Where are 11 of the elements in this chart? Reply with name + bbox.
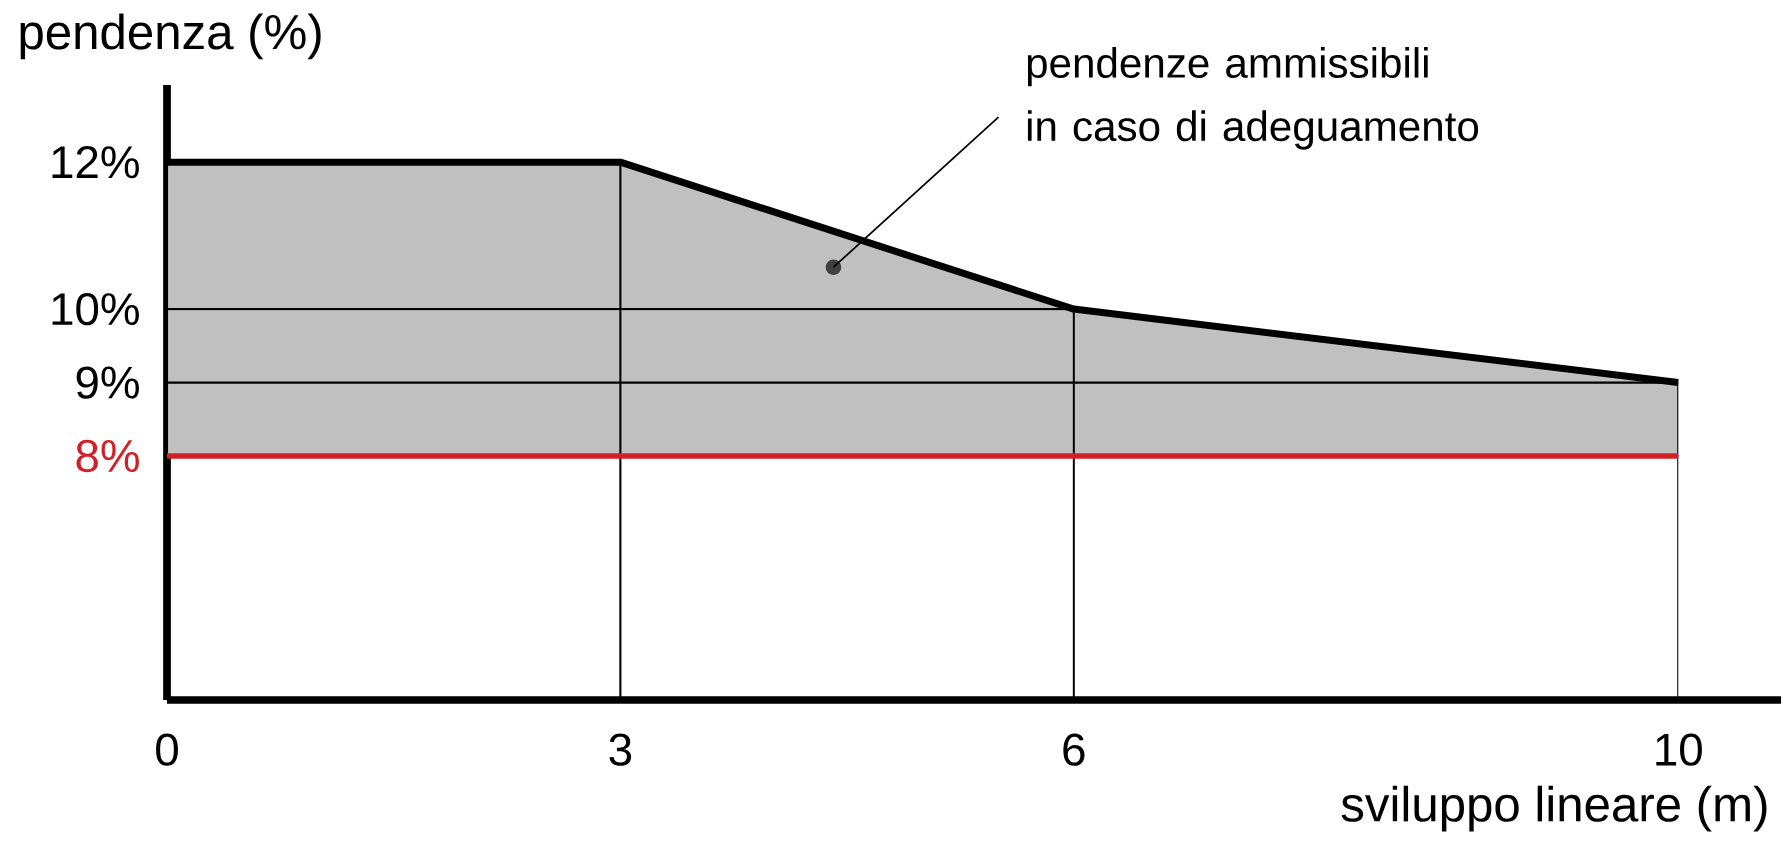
y-axis-title: pendenza (%) — [20, 13, 321, 60]
x-tick-label: 10 — [1656, 733, 1702, 766]
x-tick-label: 6 — [1063, 733, 1085, 766]
y-tick-label: 12% — [52, 146, 139, 179]
x-tick-label: 0 — [156, 733, 178, 766]
annotation: pendenze ammissibili in caso di adeguamento — [1027, 47, 1479, 150]
y-tick-label: 9% — [76, 366, 139, 399]
x-tick-label: 3 — [609, 733, 632, 766]
y-tick-label: 10% — [52, 292, 139, 326]
x-axis-title: sviluppo lineare (m) — [1341, 785, 1767, 832]
y-tick-label: 8% — [76, 439, 139, 473]
